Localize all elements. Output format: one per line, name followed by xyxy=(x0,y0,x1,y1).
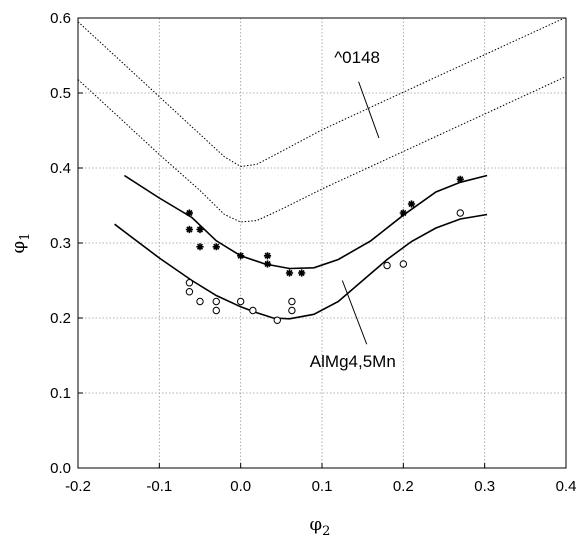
circle-point xyxy=(273,316,281,324)
x-axis: -0.2 -0.1 0.0 0.1 0.2 0.3 0.4 xyxy=(65,463,576,495)
asterisk-point xyxy=(263,260,272,268)
asterisk-point xyxy=(399,209,407,217)
circle-point xyxy=(288,297,296,306)
y-tick-label: 0.0 xyxy=(50,460,71,477)
y-tick-label: 0.1 xyxy=(50,385,71,402)
x-tick-label: 0.1 xyxy=(312,478,333,495)
dotted-curve xyxy=(77,16,567,168)
x-tick-label: 0.3 xyxy=(474,478,495,495)
asterisk-point xyxy=(196,243,204,251)
asterisk-point xyxy=(456,175,464,183)
circle-point xyxy=(196,297,204,306)
y-axis-title: φ1 xyxy=(8,233,33,254)
annotations: ^0148 AlMg4,5Mn xyxy=(310,48,396,371)
asterisk-point xyxy=(407,200,416,208)
circle-point xyxy=(249,306,257,315)
asterisk-point xyxy=(212,243,220,251)
asterisk-point xyxy=(185,209,193,217)
x-axis-title: φ2 xyxy=(310,514,331,535)
x-tick-label: 0.2 xyxy=(393,478,414,495)
annotation-label: ^0148 xyxy=(334,48,380,67)
fitted-curve xyxy=(114,213,488,320)
asterisk-point xyxy=(185,225,193,234)
circle-point xyxy=(399,260,408,268)
y-tick-label: 0.6 xyxy=(50,10,71,27)
circle-point xyxy=(456,209,464,217)
x-tick-label: -0.1 xyxy=(146,478,172,495)
circle-point xyxy=(383,261,391,270)
dotted-curve xyxy=(77,76,567,223)
circle-point xyxy=(212,306,220,315)
plot-frame xyxy=(77,17,567,469)
fitted-curve xyxy=(123,174,488,270)
y-axis: 0.0 0.1 0.2 0.3 0.4 0.5 0.6 xyxy=(50,10,83,477)
circle-point xyxy=(185,279,194,287)
annotation-leader xyxy=(341,280,368,345)
asterisk-point xyxy=(237,252,245,260)
asterisk-point xyxy=(298,269,306,277)
curves xyxy=(77,16,567,320)
y-tick-label: 0.5 xyxy=(50,85,71,102)
asterisk-point xyxy=(196,225,204,234)
grid xyxy=(78,18,566,468)
annotation-leader xyxy=(358,81,380,139)
y-tick-label: 0.4 xyxy=(50,160,71,177)
asterisk-point xyxy=(285,269,294,277)
x-tick-label: 0.0 xyxy=(230,478,251,495)
circle-point xyxy=(212,297,220,306)
circle-point xyxy=(236,297,245,306)
markers xyxy=(185,175,464,324)
x-tick-label: -0.2 xyxy=(65,478,91,495)
y-tick-label: 0.3 xyxy=(50,235,71,252)
circle-point xyxy=(185,288,194,296)
x-tick-label: 0.4 xyxy=(556,478,577,495)
asterisk-point xyxy=(263,252,272,260)
annotation-label: AlMg4,5Mn xyxy=(310,352,396,371)
y-tick-label: 0.2 xyxy=(50,310,71,327)
circle-point xyxy=(288,306,296,315)
